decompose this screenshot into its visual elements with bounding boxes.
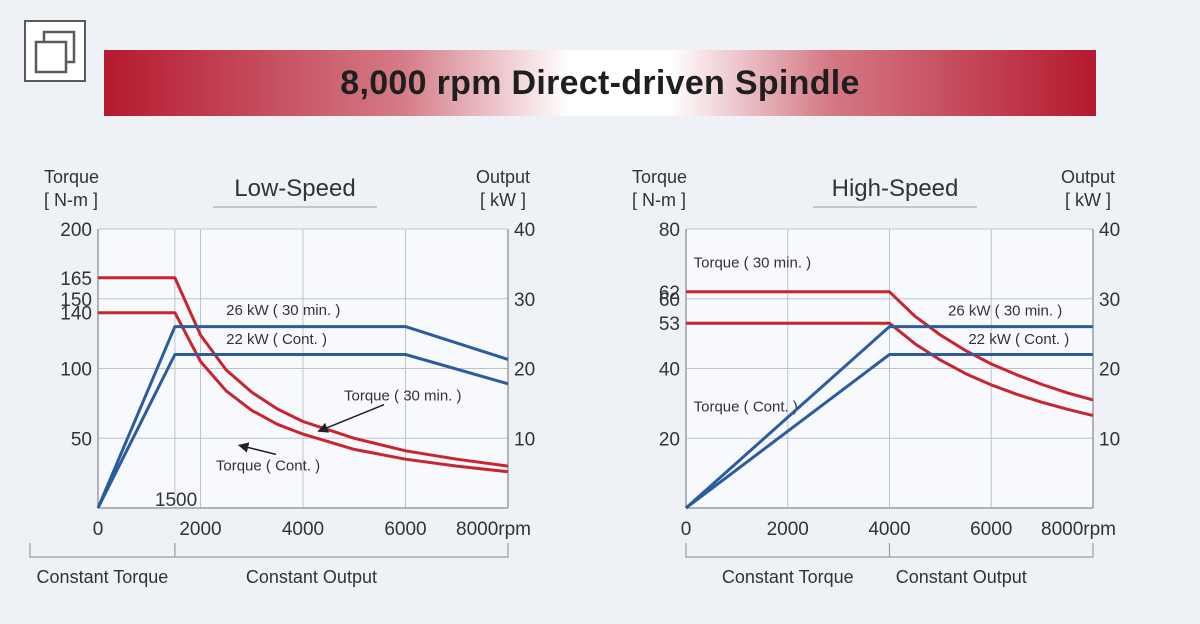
page-title: 8,000 rpm Direct-driven Spindle: [340, 63, 860, 102]
series-line-torque-30-min: [686, 290, 1094, 402]
series-label: Torque ( Cont. ): [216, 457, 320, 474]
series-line-torque-cont: [98, 311, 509, 474]
chart-high-speed: Torque ( 30 min. ) Torque ( Cont. ) 26 kW …: [632, 167, 1120, 587]
y2-tick-label: 40: [514, 220, 535, 241]
y2-tick-label: 20: [514, 360, 535, 381]
y2-tick-label: 20: [1099, 360, 1120, 381]
annotation-arrow: [237, 442, 277, 456]
series-label: 26 kW ( 30 min. ): [948, 302, 1062, 319]
series-line-torque-30-min: [98, 276, 509, 468]
y2-tick-label: 40: [1099, 220, 1120, 241]
chart-low-speed: Torque ( 30 min. ) Torque ( Cont. ) 26 kW …: [29, 167, 535, 587]
y-tick-label: 165: [60, 269, 92, 290]
x-tick-label: 2000: [179, 519, 221, 540]
y2-axis-unit: [ kW ]: [480, 190, 526, 210]
x-tick-label: 0: [93, 519, 104, 540]
series-line-26-kw-30-min: [96, 325, 509, 509]
y2-axis-title: Output: [476, 167, 530, 187]
x-tick-label: 4000: [282, 519, 324, 540]
region-bracket: [685, 543, 1094, 558]
series-label: Torque ( 30 min. ): [694, 254, 812, 271]
y-tick-label: 100: [60, 360, 92, 381]
x-tick-label: 0: [681, 519, 692, 540]
x-tick-label: 4000: [868, 519, 910, 540]
y-tick-label: 50: [71, 429, 92, 450]
series-label: 22 kW ( Cont. ): [968, 331, 1069, 348]
y2-tick-label: 30: [1099, 290, 1120, 311]
y-tick-label: 62: [659, 283, 680, 304]
region-label-constant-output: Constant Output: [896, 567, 1027, 587]
expand-button[interactable]: [24, 20, 86, 82]
region-label-constant-output: Constant Output: [246, 567, 377, 587]
y-tick-label: 40: [659, 360, 680, 381]
x-tick-label: 6000: [384, 519, 426, 540]
series-line-22-kw-cont: [96, 353, 509, 509]
y2-tick-label: 10: [1099, 429, 1120, 450]
y-tick-label: 150: [60, 290, 92, 311]
series-line-26-kw-30-min: [685, 325, 1093, 510]
y-axis-unit: [ N-m ]: [44, 190, 98, 210]
x-tick-label: 8000rpm: [456, 519, 531, 540]
y2-axis-unit: [ kW ]: [1065, 190, 1111, 210]
series-label: 22 kW ( Cont. ): [226, 331, 327, 348]
y2-axis-title: Output: [1061, 167, 1115, 187]
y2-tick-label: 30: [514, 290, 535, 311]
y-tick-label: 20: [659, 429, 680, 450]
y-tick-label: 60: [659, 290, 680, 311]
y2-tick-label: 10: [514, 429, 535, 450]
chart-title: Low-Speed: [234, 175, 355, 202]
series-line-torque-cont: [686, 321, 1094, 418]
series-label: Torque ( 30 min. ): [344, 388, 462, 405]
y-tick-label: 80: [659, 220, 680, 241]
y-axis-unit: [ N-m ]: [632, 190, 686, 210]
x-tick-label: 6000: [970, 519, 1012, 540]
region-label-constant-torque: Constant Torque: [722, 567, 854, 587]
title-banner: 8,000 rpm Direct-driven Spindle: [104, 50, 1096, 116]
annotation-arrow: [317, 403, 385, 433]
series-label: Torque ( Cont. ): [694, 399, 798, 416]
y-tick-label: 53: [659, 314, 680, 335]
chart-title: High-Speed: [832, 175, 959, 202]
y-tick-label: 200: [60, 220, 92, 241]
y-axis-title: Torque: [44, 167, 99, 187]
series-line-22-kw-cont: [685, 353, 1093, 510]
region-label-constant-torque: Constant Torque: [37, 567, 169, 587]
x-tick-label: 2000: [767, 519, 809, 540]
region-bracket: [29, 543, 509, 558]
y-axis-title: Torque: [632, 167, 687, 187]
y-tick-label: 140: [60, 304, 92, 325]
breakpoint-label: 1500: [155, 490, 197, 511]
series-label: 26 kW ( 30 min. ): [226, 302, 340, 319]
x-tick-label: 8000rpm: [1041, 519, 1116, 540]
expand-icon: [34, 30, 76, 74]
